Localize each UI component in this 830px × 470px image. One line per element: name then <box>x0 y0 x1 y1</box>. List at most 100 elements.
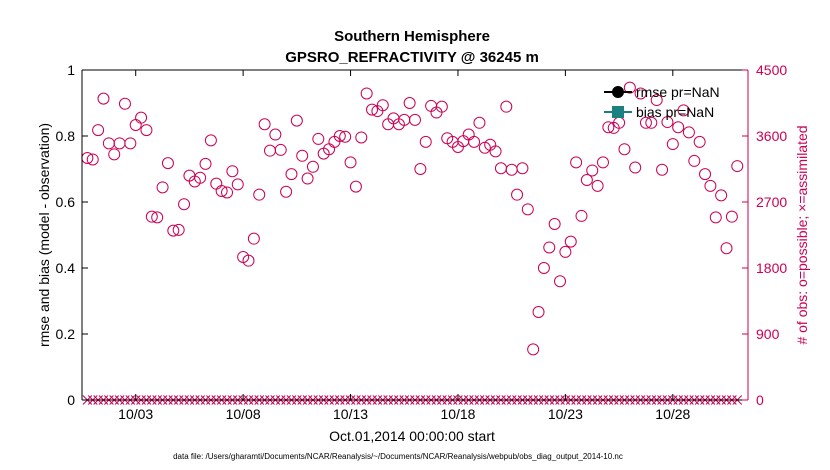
possible-obs-point <box>204 134 217 147</box>
possible-obs-point <box>215 185 228 197</box>
possible-obs-point <box>199 157 212 170</box>
possible-obs-point <box>258 118 271 131</box>
possible-obs-point <box>349 180 362 193</box>
possible-obs-point <box>666 138 679 151</box>
possible-obs-point <box>731 160 744 173</box>
x-tick-label: 10/18 <box>440 406 475 422</box>
possible-obs-point <box>419 135 432 148</box>
y-left-tick-label: 0 <box>67 392 75 408</box>
possible-obs-point <box>242 254 255 267</box>
axes: 10/03 10/08 10/13 10/18 10/23 10/28 0 0.2 0.4 0.6… <box>56 62 788 422</box>
possible-obs-point <box>521 203 534 216</box>
possible-obs-point <box>156 181 169 194</box>
possible-obs-point <box>344 156 357 169</box>
possible-obs-point <box>725 210 738 223</box>
possible-obs-point <box>253 188 266 201</box>
y-right-tick-label: 4500 <box>756 62 787 78</box>
y-right-tick-label: 3600 <box>756 128 787 144</box>
possible-obs-point <box>194 171 207 184</box>
possible-obs-point <box>151 211 164 224</box>
possible-obs-point <box>629 161 642 174</box>
y-left-tick-label: 0.2 <box>56 326 76 342</box>
possible-obs-point <box>290 114 303 127</box>
possible-obs-point <box>97 92 110 105</box>
possible-obs-point <box>360 87 373 100</box>
possible-obs-point <box>366 103 379 116</box>
possible-obs-point <box>221 186 234 199</box>
possible-obs-point <box>564 235 577 248</box>
possible-obs-point <box>140 124 153 137</box>
possible-obs-point <box>575 209 588 222</box>
x-tick-label: 10/23 <box>548 406 583 422</box>
x-tick-label: 10/13 <box>333 406 368 422</box>
possible-obs-point <box>135 111 148 124</box>
possible-obs-point <box>108 148 121 161</box>
possible-obs-point <box>682 126 695 139</box>
possible-obs-point <box>554 275 567 288</box>
possible-obs-point <box>468 135 481 148</box>
possible-obs-point <box>118 97 131 110</box>
possible-obs-point <box>639 116 652 129</box>
possible-obs-point <box>435 100 448 113</box>
possible-obs-point <box>596 156 609 169</box>
possible-obs-point <box>355 131 368 144</box>
possible-obs-point <box>527 343 540 356</box>
possible-obs-point <box>537 262 550 274</box>
possible-obs-point <box>333 130 346 142</box>
y-axis-label-right: # of obs: o=possible; ×=assimilated <box>794 125 810 344</box>
possible-obs-point <box>489 145 502 158</box>
possible-obs-point <box>720 242 733 255</box>
legend-rmse-label: rmse pr=NaN <box>636 84 720 100</box>
y-left-tick-label: 0.4 <box>56 260 76 276</box>
possible-obs-point <box>167 224 180 237</box>
chart-title-line1: Southern Hemisphere <box>334 28 490 45</box>
possible-obs-point <box>586 164 599 177</box>
possible-obs-point <box>473 116 486 129</box>
x-tick-label: 10/28 <box>655 406 690 422</box>
possible-obs-point <box>285 168 298 181</box>
possible-obs-point <box>570 156 583 169</box>
legend-bias-label: bias pr=NaN <box>636 104 714 120</box>
possible-obs-point <box>709 211 722 224</box>
possible-obs-point <box>516 162 529 175</box>
possible-obs-point <box>145 210 158 223</box>
possible-obs-point <box>161 157 174 170</box>
possible-obs-point <box>247 232 260 245</box>
x-tick-label: 10/03 <box>118 406 153 422</box>
possible-obs-point <box>172 223 185 236</box>
possible-obs-point <box>677 104 690 117</box>
legend-rmse-marker <box>612 86 624 98</box>
y-left-tick-label: 0.6 <box>56 194 76 210</box>
possible-obs-point <box>591 179 604 192</box>
y-left-tick-label: 0.8 <box>56 128 76 144</box>
legend-bias-marker <box>612 106 624 118</box>
possible-obs-point <box>231 178 244 191</box>
chart-title-line2: GPSRO_REFRACTIVITY @ 36245 m <box>285 49 539 66</box>
possible-obs-point <box>376 99 389 112</box>
possible-obs-point <box>178 198 191 211</box>
possible-obs-point <box>92 124 105 137</box>
possible-obs-point <box>650 94 663 107</box>
possible-obs-point <box>532 306 545 318</box>
possible-obs-point <box>548 218 561 230</box>
possible-obs-point <box>301 172 314 185</box>
possible-obs-point <box>704 179 717 192</box>
x-axis-label: Oct.01,2014 00:00:00 start <box>329 428 495 444</box>
possible-obs-point <box>306 160 319 173</box>
possible-obs-point <box>86 153 99 166</box>
possible-obs-point <box>409 113 421 126</box>
possible-obs-point <box>280 185 293 198</box>
possible-obs-point <box>296 149 309 162</box>
possible-obs-point <box>672 121 685 134</box>
possible-obs-point <box>500 100 513 113</box>
y-right-tick-label: 2700 <box>756 194 787 210</box>
possible-obs-point <box>699 168 712 181</box>
possible-obs-point <box>511 188 524 201</box>
x-tick-label: 10/08 <box>226 406 261 422</box>
y-right-tick-label: 0 <box>756 392 764 408</box>
possible-obs-point <box>312 132 325 145</box>
data-file-footnote: data file: /Users/gharamti/Documents/NCA… <box>173 452 623 461</box>
possible-obs-point <box>715 189 728 202</box>
possible-obs-point <box>414 163 427 175</box>
